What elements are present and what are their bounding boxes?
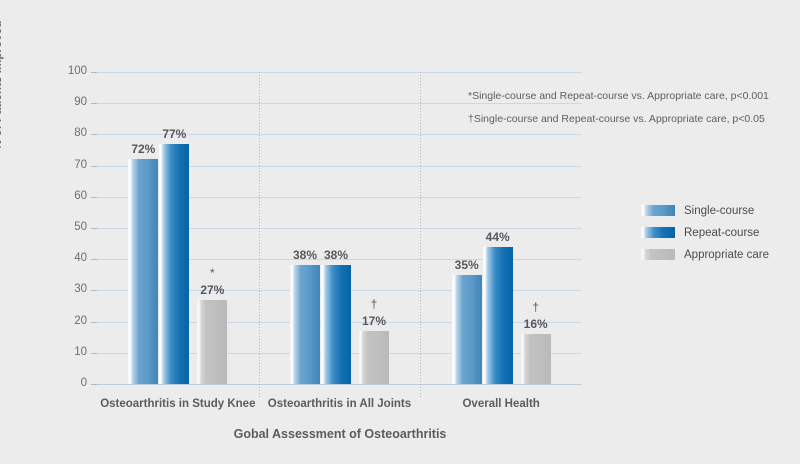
- legend-item[interactable]: Single-course: [641, 201, 769, 220]
- bar: [451, 274, 482, 384]
- y-axis-tick: [91, 103, 97, 105]
- x-axis-title: Gobal Assessment of Osteoarthritis: [233, 427, 447, 441]
- bar-value-label: 27%: [200, 282, 225, 297]
- bar-value-label: 72%: [131, 142, 156, 157]
- legend-swatch: [641, 227, 675, 238]
- legend-label: Appropriate care: [684, 248, 770, 261]
- category-label: Osteoarthritis in All Joints: [267, 398, 412, 410]
- plot-area: 72% 77% 27% * 38% 38% 17% † 35% 44% 16% †: [91, 72, 582, 397]
- legend-label: Repeat-course: [684, 226, 760, 239]
- footnote-significance-2: †Single-course and Repeat-course vs. App…: [468, 113, 765, 125]
- legend-item[interactable]: Appropriate care: [641, 245, 769, 264]
- bar-value-label: 77%: [162, 126, 187, 141]
- y-axis-tick-label: 70: [74, 158, 87, 171]
- legend-label: Single-course: [684, 204, 755, 217]
- y-axis-tick-label: 90: [74, 96, 87, 109]
- y-axis-tick-label: 20: [74, 314, 87, 327]
- bar: [482, 246, 513, 384]
- y-axis-tick: [91, 196, 97, 198]
- group-separator: [420, 72, 422, 397]
- category-label: Overall Health: [462, 398, 540, 410]
- legend-swatch: [641, 249, 675, 260]
- y-axis-tick-label: 40: [74, 252, 87, 265]
- gridline: [97, 165, 582, 167]
- bar-value-label: 35%: [454, 257, 479, 272]
- gridline: [97, 134, 582, 136]
- footnote-significance-1: *Single-course and Repeat-course vs. App…: [468, 90, 769, 102]
- bar-value-label: 38%: [323, 248, 349, 263]
- legend-item[interactable]: Repeat-course: [641, 223, 769, 242]
- y-axis-tick: [91, 352, 97, 354]
- group-separator: [258, 72, 260, 397]
- gridline: [97, 384, 582, 385]
- gridline: [97, 103, 582, 105]
- gridline: [97, 259, 582, 261]
- y-axis-tick-label: 0: [80, 377, 87, 389]
- y-axis-tick: [91, 134, 97, 136]
- bar: [520, 334, 551, 384]
- y-axis-tick-label: 50: [74, 221, 87, 233]
- y-axis-tick: [91, 290, 97, 292]
- category-label: Osteoarthritis in Study Knee: [100, 398, 256, 410]
- y-axis-tick-label: 60: [74, 189, 87, 202]
- y-axis-tick: [91, 165, 97, 167]
- bar: [159, 143, 190, 384]
- gridline: [97, 196, 582, 198]
- significance-marker: †: [532, 300, 539, 315]
- y-axis-tick: [91, 384, 97, 385]
- y-axis-tick-label: 10: [74, 345, 87, 358]
- bar: [290, 265, 320, 384]
- y-axis-title: % of Patients Improved: [0, 20, 4, 150]
- bar: [197, 299, 228, 384]
- bar: [321, 265, 351, 384]
- significance-marker: *: [209, 265, 215, 280]
- legend-swatch: [641, 205, 675, 216]
- y-axis-tick: [91, 72, 97, 73]
- bar: [359, 330, 389, 384]
- y-axis-tick: [91, 321, 97, 323]
- y-axis-tick: [91, 259, 97, 261]
- y-axis-tick-label: 80: [74, 127, 87, 140]
- bar: [128, 159, 159, 384]
- significance-marker: †: [370, 296, 378, 311]
- bar-value-label: 38%: [292, 248, 318, 263]
- legend: Single-course Repeat-course Appropriate ca…: [641, 201, 769, 267]
- bar-value-label: 16%: [523, 317, 548, 332]
- bar-value-label: 44%: [485, 229, 510, 244]
- gridline: [97, 228, 582, 229]
- y-axis-tick: [91, 228, 97, 229]
- bar-value-label: 17%: [361, 313, 387, 328]
- y-axis-tick-label: 30: [74, 283, 87, 296]
- y-axis-tick-label: 100: [67, 65, 87, 77]
- gridline: [97, 72, 582, 73]
